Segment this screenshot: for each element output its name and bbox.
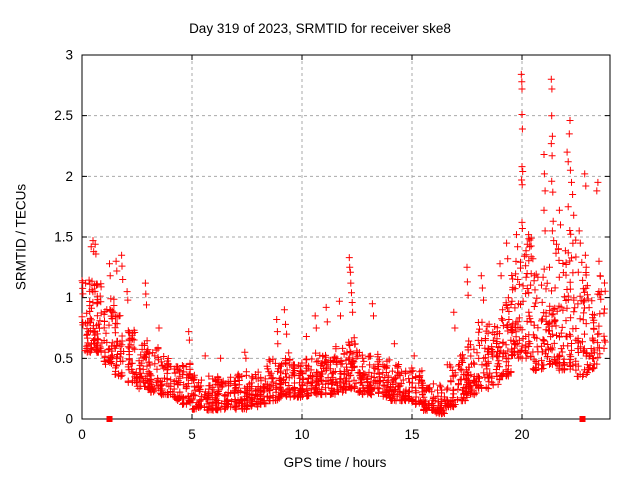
chart-title: Day 319 of 2023, SRMTID for receiver ske… [189,21,451,36]
x-tick-label: 10 [294,427,309,442]
y-tick-label: 1.5 [54,230,73,245]
x-tick-label: 15 [404,427,419,442]
y-tick-label: 0 [65,412,73,427]
x-axis-label: GPS time / hours [283,455,387,470]
y-tick-label: 1 [65,290,73,305]
plot-border [81,54,611,420]
y-tick-label: 3 [65,48,73,63]
scatter-points [78,70,609,418]
y-tick-label: 0.5 [54,351,73,366]
y-tick-label: 2.5 [54,108,73,123]
x-tick-label: 5 [188,427,196,442]
y-tick-label: 2 [65,169,73,184]
x-tick-label: 20 [514,427,529,442]
x-tick-label: 0 [78,427,86,442]
